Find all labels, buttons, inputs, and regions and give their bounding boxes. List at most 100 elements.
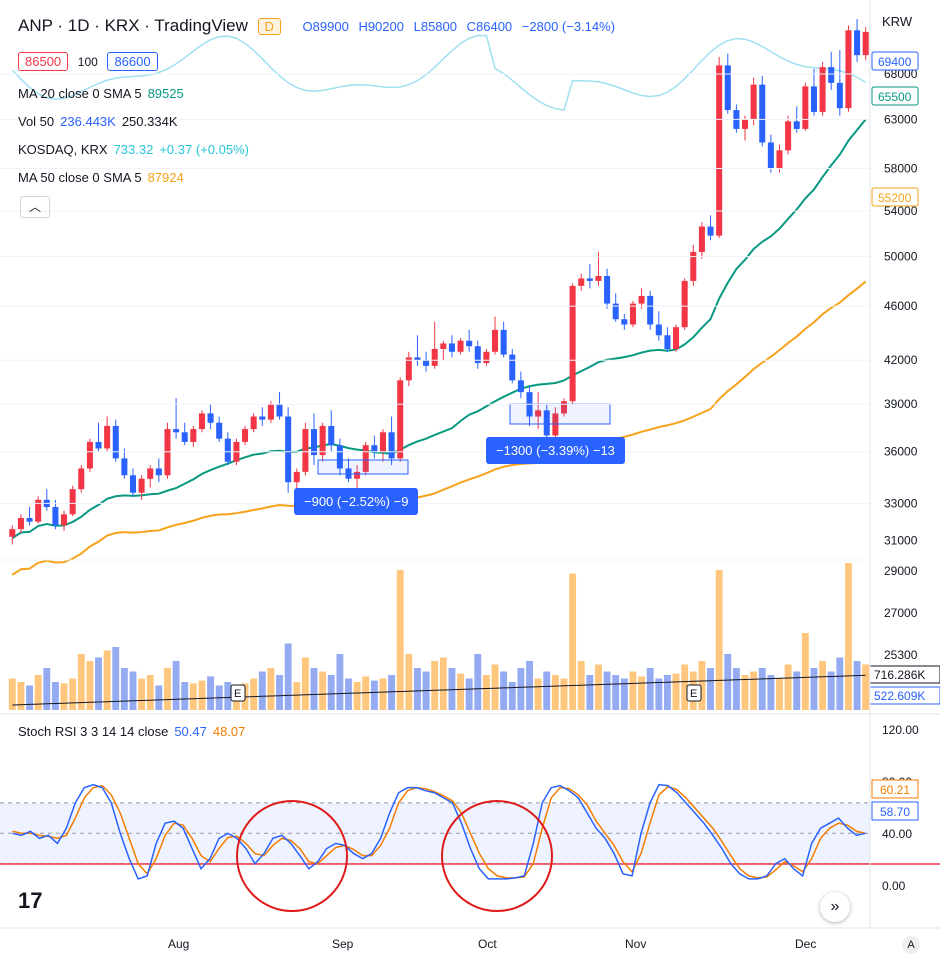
volume-bar (827, 671, 835, 710)
candle-body (595, 275, 602, 281)
candle-body (578, 278, 585, 286)
volume-bar (86, 661, 94, 710)
volume-bar (758, 668, 766, 710)
candle-body (267, 404, 274, 420)
volume-bar (715, 570, 723, 710)
volume-bar (95, 657, 102, 710)
y-tick-label: 39000 (884, 397, 918, 411)
candle-body (517, 380, 524, 393)
indicator-value: 87924 (147, 170, 184, 185)
candle-body (854, 30, 861, 56)
stoch-d-value: 48.07 (212, 724, 246, 739)
scroll-right-button[interactable]: » (820, 892, 850, 922)
indicator-label: MA 20 close 0 SMA 5 (18, 86, 142, 101)
indicator-ma50[interactable]: MA 50 close 0 SMA 5 87924 (18, 170, 190, 185)
price-tag-box (871, 187, 919, 207)
candle-body (647, 295, 654, 325)
volume-bar (276, 675, 283, 710)
sell-button[interactable]: 86500 (18, 52, 69, 71)
stoch-tick-label: 40.00 (882, 827, 912, 841)
volume-bars (8, 563, 870, 710)
volume-bar (784, 664, 792, 710)
candle-body (535, 410, 542, 417)
indicator-kosdaq[interactable]: KOSDAQ, KRX 733.32 +0.37 (+0.05%) (18, 142, 255, 157)
volume-bar (301, 657, 309, 710)
candle-body (173, 429, 180, 433)
price-tag-box (871, 86, 919, 106)
volume-bar (810, 668, 818, 710)
indicator-ma20[interactable]: MA 20 close 0 SMA 5 89525 (18, 86, 190, 101)
candle-body (129, 475, 137, 493)
candle-body (285, 416, 292, 483)
candle-body (586, 278, 593, 281)
stoch-tag-label: 58.70 (880, 805, 910, 819)
candle-body (560, 401, 568, 414)
volume-bar (172, 661, 180, 710)
stoch-legend[interactable]: Stoch RSI 3 3 14 14 close 50.47 48.07 (18, 724, 251, 739)
volume-bar (60, 683, 68, 710)
volume-bar (612, 675, 620, 710)
currency-label[interactable]: KRW (882, 14, 913, 29)
candle-body (845, 30, 852, 109)
earnings-marker (230, 684, 246, 702)
timeframe-badge[interactable]: D (257, 18, 281, 35)
volume-bar (776, 678, 783, 710)
auto-scale-button[interactable]: A (902, 936, 920, 954)
candle-body (328, 425, 335, 446)
candle-body (69, 489, 76, 515)
volume-bar (284, 643, 292, 710)
candle-body (17, 517, 24, 530)
candle-body (250, 416, 257, 430)
candle-body (388, 432, 395, 459)
volume-bar (267, 668, 275, 710)
volume-bar (319, 671, 327, 710)
price-tag-box (871, 51, 919, 71)
measure-box-2 (509, 403, 611, 425)
y-tick-label: 25300 (884, 648, 918, 662)
candle-body (655, 324, 662, 336)
candle-body (741, 119, 749, 129)
buy-button[interactable]: 86600 (107, 52, 158, 71)
candle-body (198, 413, 205, 430)
candle-body (362, 445, 369, 472)
candle-body (423, 360, 430, 366)
price-tag-label: 69400 (878, 55, 912, 69)
volume-bar (431, 661, 439, 710)
volume-bar (853, 661, 861, 710)
annotation-circle (441, 800, 553, 912)
volume-bar (405, 654, 413, 710)
candle-body (155, 468, 162, 476)
candle-body (86, 441, 93, 469)
volume-bar (34, 675, 42, 710)
volume-bar (707, 668, 714, 710)
candle-body (819, 67, 826, 112)
collapse-legend-button[interactable]: ︿ (20, 196, 50, 218)
earnings-marker-label: E (690, 688, 697, 700)
volume-bar (181, 682, 189, 710)
candle-body (207, 413, 214, 423)
candle-body (112, 425, 119, 459)
volume-bar (146, 675, 154, 710)
volume-bar (250, 678, 258, 710)
volume-bar (732, 668, 740, 710)
volume-bar (517, 668, 525, 710)
candle-body (216, 422, 223, 439)
stoch-tag-label: 60.21 (880, 783, 910, 797)
volume-bar (336, 654, 344, 710)
volume-bar (500, 671, 508, 710)
volume-bar (526, 661, 533, 710)
price-tag-label: 65500 (878, 90, 912, 104)
volume-bar (258, 671, 266, 710)
volume-bar (508, 682, 516, 710)
earnings-marker-label: E (234, 688, 241, 700)
volume-bar (534, 678, 542, 710)
volume-bar (638, 676, 646, 710)
stoch-tick-label: 0.00 (882, 879, 906, 893)
candle-body (802, 86, 809, 129)
stoch-d-line (12, 784, 866, 879)
volume-bar (646, 668, 654, 710)
volume-bar (103, 650, 111, 710)
indicator-vol[interactable]: Vol 50 236.443K 250.334K (18, 114, 184, 129)
x-tick-label: Sep (332, 937, 354, 951)
